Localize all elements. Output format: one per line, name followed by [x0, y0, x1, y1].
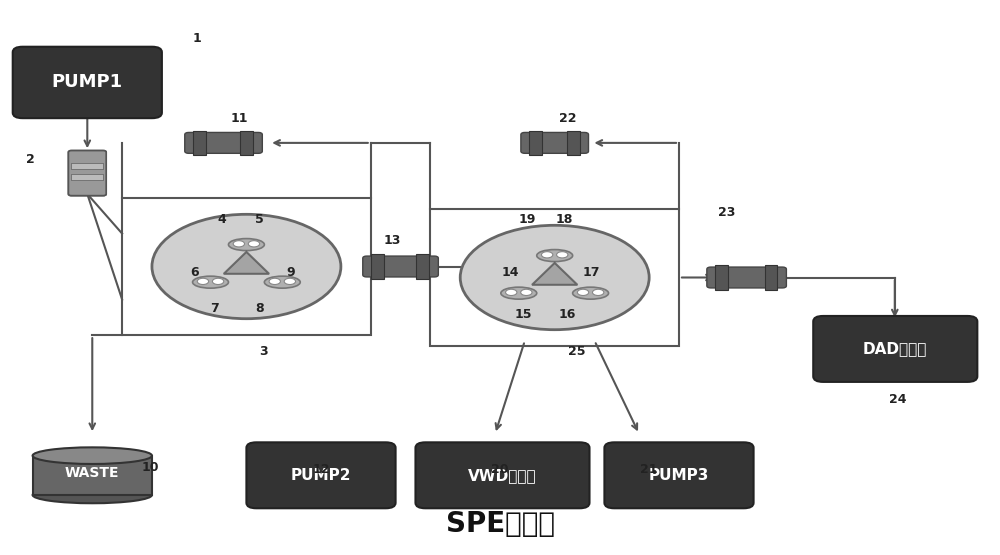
Text: 10: 10 — [141, 461, 159, 473]
Bar — [240, 130, 253, 155]
Text: 20: 20 — [491, 463, 509, 476]
Text: PUMP2: PUMP2 — [291, 468, 351, 483]
Bar — [122, 198, 371, 335]
Text: 23: 23 — [718, 206, 735, 219]
Bar — [71, 163, 103, 169]
Text: 12: 12 — [312, 463, 330, 476]
Ellipse shape — [33, 487, 152, 503]
Circle shape — [212, 278, 224, 285]
Bar — [33, 456, 152, 495]
Ellipse shape — [501, 287, 537, 299]
Text: 16: 16 — [559, 308, 576, 321]
Bar — [715, 265, 728, 290]
Bar — [71, 163, 103, 169]
Circle shape — [269, 278, 280, 285]
Circle shape — [152, 214, 341, 319]
Text: 22: 22 — [559, 112, 576, 125]
Text: 5: 5 — [255, 213, 264, 226]
Bar — [371, 254, 384, 279]
Ellipse shape — [33, 447, 152, 464]
Circle shape — [460, 225, 649, 330]
Circle shape — [197, 278, 209, 285]
FancyBboxPatch shape — [521, 133, 589, 153]
Bar — [71, 174, 103, 180]
Bar — [765, 265, 777, 290]
Text: 19: 19 — [518, 213, 536, 226]
Circle shape — [248, 241, 260, 247]
Circle shape — [541, 251, 553, 258]
Ellipse shape — [193, 276, 228, 288]
Text: 4: 4 — [217, 213, 226, 226]
Ellipse shape — [264, 276, 300, 288]
Text: 11: 11 — [231, 112, 248, 125]
Bar — [416, 254, 429, 279]
Circle shape — [592, 289, 604, 295]
FancyBboxPatch shape — [185, 133, 262, 153]
Bar — [430, 209, 679, 346]
Circle shape — [577, 289, 589, 295]
Bar — [529, 130, 542, 155]
Ellipse shape — [228, 239, 264, 251]
Text: 25: 25 — [568, 345, 585, 358]
Text: PUMP1: PUMP1 — [52, 73, 123, 92]
Text: 14: 14 — [501, 265, 519, 279]
Text: DAD检测器: DAD检测器 — [863, 341, 927, 356]
FancyBboxPatch shape — [813, 316, 977, 382]
FancyBboxPatch shape — [604, 442, 754, 508]
Text: 3: 3 — [259, 345, 268, 358]
FancyBboxPatch shape — [68, 150, 106, 195]
Text: 13: 13 — [384, 234, 401, 246]
Bar — [71, 174, 103, 180]
Text: 15: 15 — [514, 308, 532, 321]
Text: 2: 2 — [26, 153, 35, 166]
Text: 24: 24 — [889, 393, 907, 406]
Circle shape — [506, 289, 517, 295]
Text: WASTE: WASTE — [65, 466, 120, 480]
Bar — [567, 130, 580, 155]
FancyBboxPatch shape — [246, 442, 396, 508]
Text: 9: 9 — [287, 265, 295, 279]
Ellipse shape — [537, 250, 573, 261]
Polygon shape — [532, 263, 577, 285]
Text: 6: 6 — [190, 265, 199, 279]
Text: VWD检测器: VWD检测器 — [468, 468, 537, 483]
Polygon shape — [224, 252, 269, 274]
Text: 21: 21 — [640, 463, 658, 476]
Text: PUMP3: PUMP3 — [649, 468, 709, 483]
Text: 1: 1 — [192, 32, 201, 45]
Circle shape — [233, 241, 245, 247]
Text: SPE柱上样: SPE柱上样 — [446, 511, 554, 538]
Circle shape — [557, 251, 568, 258]
FancyBboxPatch shape — [707, 267, 786, 288]
FancyBboxPatch shape — [13, 47, 162, 118]
Text: 18: 18 — [556, 213, 573, 226]
FancyBboxPatch shape — [363, 256, 438, 277]
Ellipse shape — [573, 287, 609, 299]
FancyBboxPatch shape — [415, 442, 590, 508]
FancyBboxPatch shape — [68, 150, 106, 195]
Text: 8: 8 — [255, 302, 264, 315]
Text: 7: 7 — [210, 302, 219, 315]
Circle shape — [521, 289, 532, 295]
Bar — [193, 130, 206, 155]
Text: 17: 17 — [583, 265, 600, 279]
Circle shape — [284, 278, 296, 285]
